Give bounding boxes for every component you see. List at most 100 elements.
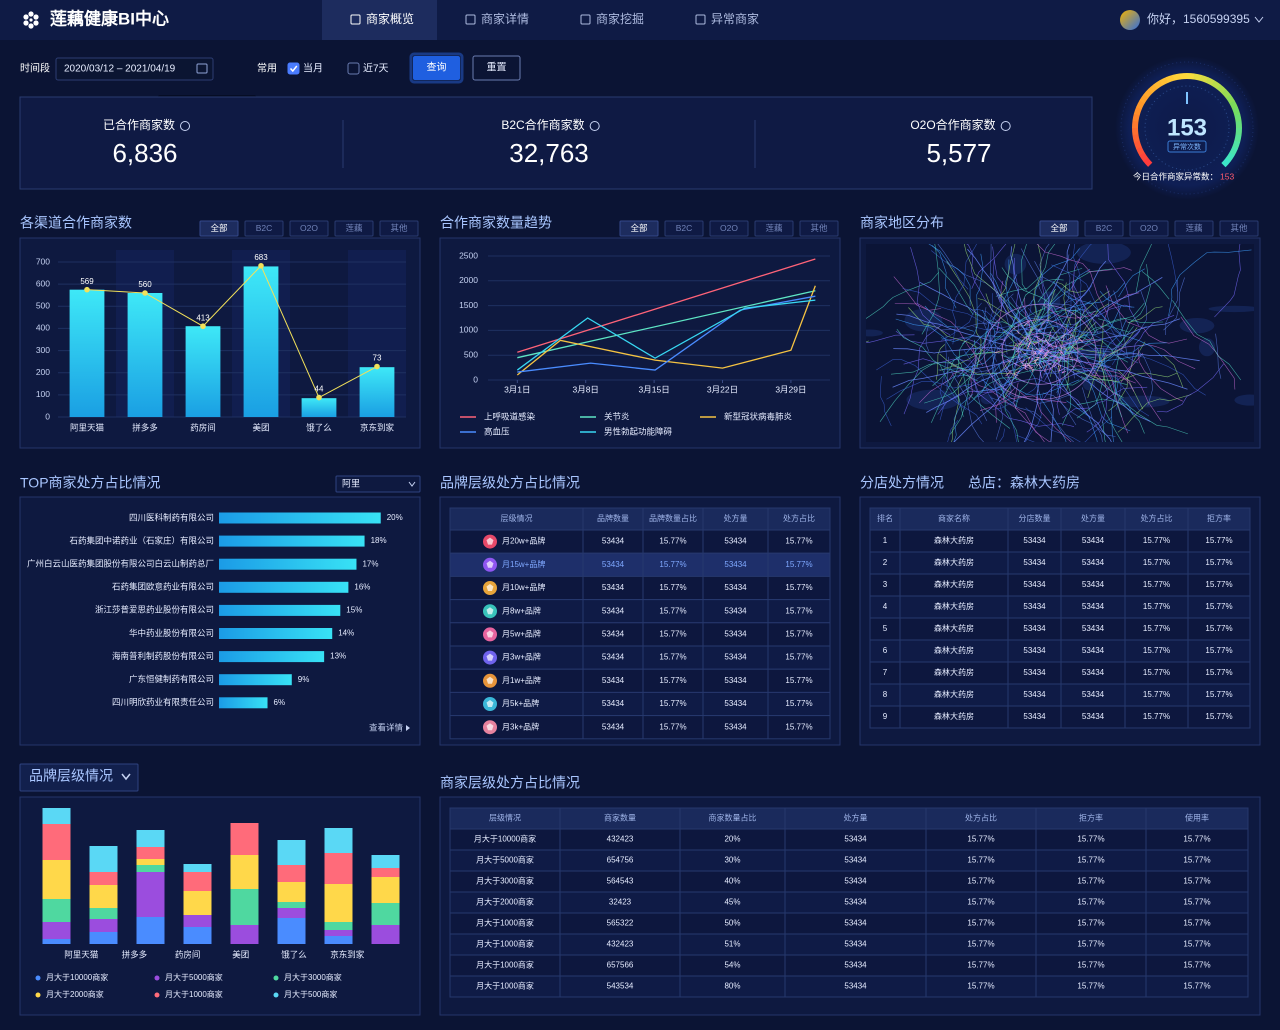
filter-tab[interactable] (799, 220, 839, 237)
table-cell: 53434 (844, 835, 867, 844)
map-road (963, 384, 1007, 392)
filter-tab-label[interactable]: 莲藕 (1185, 223, 1203, 233)
map-road (1067, 336, 1073, 341)
filter-tab-label[interactable]: 全部 (1050, 223, 1068, 233)
map-road (1026, 342, 1032, 350)
x-tick-label: 3月29日 (775, 384, 806, 394)
user-caret[interactable] (1254, 16, 1264, 23)
filter-tab-label[interactable]: B2C (676, 223, 693, 233)
button-label[interactable]: 重置 (487, 61, 507, 74)
filter-tab[interactable] (664, 220, 704, 237)
map-road (972, 315, 1052, 330)
panel-title: TOP商家处方占比情况 (20, 475, 161, 491)
table-cell: 月3k+品牌 (502, 721, 539, 731)
help-icon[interactable] (589, 121, 600, 131)
table-cell: 53434 (1082, 668, 1105, 677)
filter-tab-label[interactable]: 其他 (1230, 223, 1248, 233)
selector-value[interactable]: 阿里 (342, 478, 360, 488)
user-name[interactable]: 你好，1560599395 (1147, 12, 1250, 26)
table-cell: 15.77% (967, 898, 994, 907)
checkbox-label[interactable]: 近7天 (363, 62, 389, 75)
map-road (1056, 356, 1060, 361)
table-header-cell: 分店数量 (1019, 513, 1051, 523)
gauge-arc (1159, 77, 1169, 86)
table-cell: 15.77% (1205, 580, 1232, 589)
map-road (1034, 349, 1139, 366)
reset-button[interactable] (472, 55, 521, 81)
table-cell: 53434 (844, 940, 867, 949)
nav-tab[interactable]: 商家详情 (481, 11, 529, 26)
filter-tab-label[interactable]: 莲藕 (765, 223, 783, 233)
table-header-cell: 处方量 (724, 513, 748, 523)
point-annotation: 413 (196, 313, 210, 322)
checkbox[interactable] (287, 62, 300, 75)
checkbox-label[interactable]: 当月 (303, 62, 323, 75)
filter-tab[interactable] (619, 220, 659, 237)
filter-tab[interactable] (1174, 220, 1214, 237)
filter-tab[interactable] (1219, 220, 1259, 237)
filter-tab-label[interactable]: 全部 (210, 223, 228, 233)
detail-link[interactable]: 查看详情 (369, 722, 404, 732)
selector[interactable] (19, 763, 139, 792)
panel-title: 合作商家数量趋势 (440, 215, 552, 231)
stacked-segment (324, 828, 353, 853)
filter-tab-label[interactable]: O2O (300, 223, 318, 233)
help-icon[interactable] (180, 121, 191, 131)
filter-tab[interactable] (1129, 220, 1169, 237)
x-tick-label: 拼多多 (132, 422, 158, 432)
filter-tab-label[interactable]: 其他 (390, 223, 408, 233)
checkbox[interactable] (347, 62, 360, 75)
query-button[interactable] (413, 56, 460, 80)
filter-tab-label[interactable]: 其他 (810, 223, 828, 233)
filter-tab-label[interactable]: O2O (720, 223, 738, 233)
map-road (1040, 348, 1047, 352)
filter-tab[interactable] (1039, 220, 1079, 237)
table-cell: 53434 (1082, 602, 1105, 611)
filter-tab-label[interactable]: 全部 (630, 223, 648, 233)
table-cell: 15.77% (1205, 690, 1232, 699)
filter-tab[interactable] (289, 220, 329, 237)
table-cell: 森林大药房 (934, 535, 974, 545)
filter-tab[interactable] (199, 220, 239, 237)
stacked-segment (277, 882, 306, 902)
filter-tab-label[interactable]: O2O (1140, 223, 1158, 233)
filter-tab-label[interactable]: 莲藕 (345, 223, 363, 233)
table-cell: 2 (883, 558, 888, 567)
gauge-arc (1148, 84, 1158, 94)
map-road (866, 272, 939, 319)
filter-tab[interactable] (709, 220, 749, 237)
point-annotation: 73 (373, 354, 382, 363)
help-icon[interactable] (1000, 121, 1011, 131)
table-cell: 53434 (724, 722, 747, 731)
panel-title[interactable]: 品牌层级情况 (29, 768, 113, 784)
table-header-cell: 处方占比 (1141, 513, 1173, 523)
stacked-segment (183, 872, 212, 891)
filter-tab[interactable] (244, 220, 284, 237)
map-road (994, 350, 1001, 354)
bar-label: 四川明欣药业有限责任公司 (112, 697, 214, 707)
map-road (1113, 290, 1128, 357)
map-road (932, 351, 994, 387)
table-cell: 15.77% (659, 583, 686, 592)
gauge-arc (1165, 74, 1175, 83)
filter-tab[interactable] (379, 220, 419, 237)
filter-tab-label[interactable]: B2C (256, 223, 273, 233)
nav-tab[interactable]: 商家概览 (366, 11, 414, 26)
filter-tab[interactable] (1084, 220, 1124, 237)
user-avatar[interactable] (1120, 10, 1140, 30)
button-label[interactable]: 查询 (427, 61, 447, 74)
nav-tab[interactable]: 商家挖掘 (596, 11, 644, 26)
date-range-input[interactable] (55, 57, 214, 81)
stacked-segment (136, 830, 165, 847)
table-cell: 15.77% (1183, 898, 1210, 907)
table-cell: 15.77% (659, 676, 686, 685)
nav-tab[interactable]: 异常商家 (711, 11, 759, 26)
filter-tab-label[interactable]: B2C (1096, 223, 1113, 233)
map-road (938, 267, 974, 315)
table-cell: 15.77% (967, 982, 994, 991)
map-road (1028, 307, 1141, 348)
selector[interactable] (335, 475, 421, 493)
filter-tab[interactable] (754, 220, 794, 237)
filter-tab[interactable] (334, 220, 374, 237)
table-cell: 森林大药房 (934, 601, 974, 611)
